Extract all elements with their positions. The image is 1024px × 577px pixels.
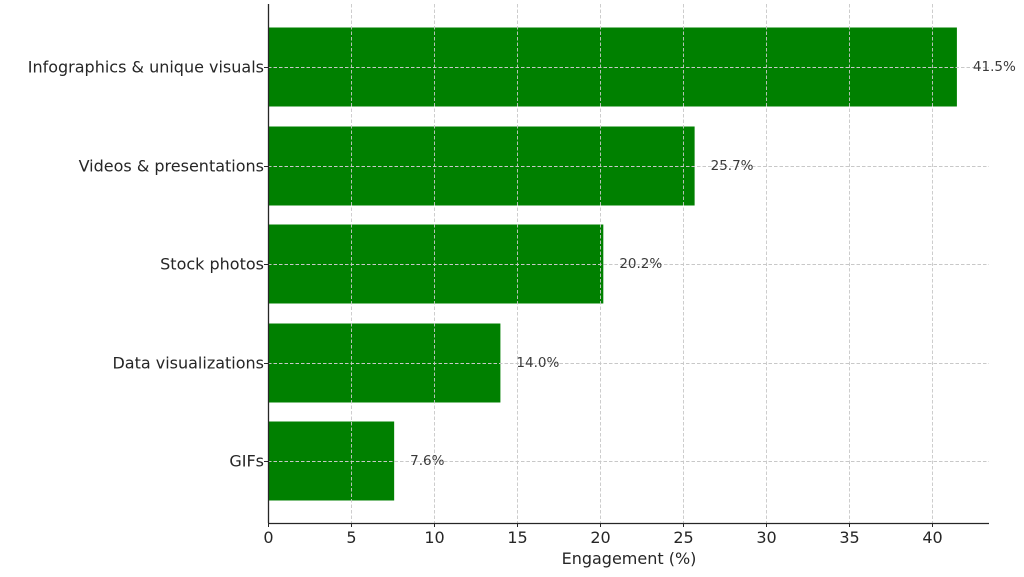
x-tick-label: 0 (263, 528, 274, 547)
x-axis-title: Engagement (%) (561, 549, 697, 568)
x-tick-label: 40 (922, 528, 943, 547)
y-label-data-visualizations: Data visualizations (112, 353, 264, 373)
value-label: 20.2% (619, 256, 663, 272)
gridlines (268, 4, 989, 523)
x-tick-label: 5 (346, 528, 357, 547)
value-label: 41.5% (972, 59, 1016, 75)
bar (268, 421, 395, 501)
x-tick-label: 10 (424, 528, 445, 547)
y-label-stock-photos: Stock photos (160, 254, 264, 274)
axes (267, 4, 989, 525)
bar (268, 27, 957, 107)
y-label-infographics: Infographics & unique visuals (27, 57, 264, 77)
bars-group (268, 27, 957, 501)
bar (268, 323, 501, 403)
x-tick-label: 15 (507, 528, 528, 547)
x-tick-label: 35 (839, 528, 860, 547)
tick-marks (264, 67, 933, 527)
y-label-gifs: GIFs (229, 451, 264, 471)
value-label: 7.6% (410, 453, 445, 469)
x-tick-label: 30 (756, 528, 777, 547)
bar (268, 126, 695, 206)
bar (268, 224, 604, 304)
value-label: 25.7% (710, 158, 754, 174)
x-tick-label: 25 (673, 528, 694, 547)
value-label: 14.0% (516, 355, 560, 371)
y-label-videos: Videos & presentations (78, 156, 264, 176)
x-tick-label: 20 (590, 528, 611, 547)
